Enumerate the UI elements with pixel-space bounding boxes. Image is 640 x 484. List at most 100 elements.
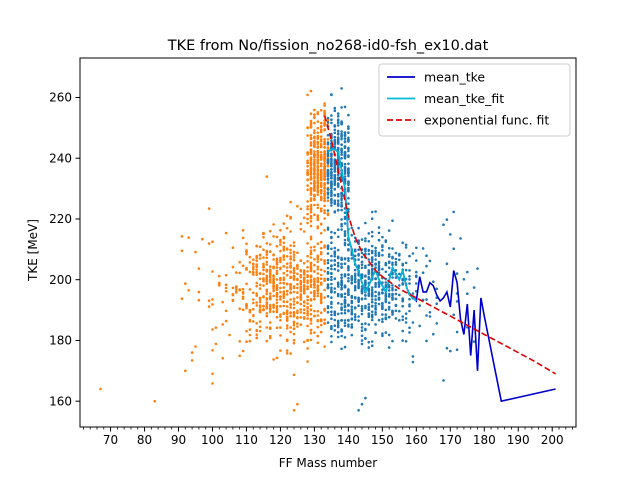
scatter-point	[197, 298, 201, 302]
scatter-point	[370, 316, 374, 319]
scatter-point	[377, 231, 381, 235]
scatter-point	[292, 409, 296, 412]
scatter-point	[367, 308, 371, 312]
scatter-point	[330, 317, 333, 321]
scatter-point	[418, 324, 422, 328]
scatter-point	[279, 334, 282, 337]
scatter-point	[252, 291, 255, 295]
scatter-point	[391, 263, 394, 266]
scatter-point	[292, 332, 296, 336]
scatter-point	[316, 168, 320, 171]
scatter-point	[272, 223, 275, 226]
scatter-point	[326, 160, 330, 164]
scatter-point	[252, 298, 255, 301]
scatter-point	[309, 285, 313, 289]
scatter-point	[279, 276, 282, 280]
scatter-point	[377, 239, 381, 242]
scatter-point	[309, 203, 313, 207]
scatter-point	[245, 252, 248, 256]
scatter-point	[319, 121, 323, 125]
scatter-point	[306, 279, 309, 283]
scatter-point	[319, 252, 323, 256]
scatter-point	[289, 303, 292, 307]
scatter-point	[279, 319, 282, 322]
scatter-point	[285, 311, 289, 314]
scatter-point	[258, 300, 262, 304]
scatter-point	[258, 272, 262, 275]
scatter-point	[347, 186, 350, 190]
scatter-point	[326, 152, 330, 155]
scatter-point	[296, 291, 299, 294]
scatter-point	[306, 126, 309, 129]
scatter-point	[357, 258, 360, 261]
scatter-point	[323, 318, 326, 322]
scatter-point	[319, 251, 323, 254]
scatter-point	[316, 265, 320, 269]
scatter-point	[394, 292, 398, 296]
scatter-point	[425, 314, 428, 317]
scatter-point	[207, 207, 211, 210]
scatter-point	[384, 263, 388, 267]
scatter-point	[316, 278, 320, 282]
scatter-point	[381, 334, 384, 338]
scatter-point	[408, 254, 411, 258]
scatter-point	[330, 162, 333, 166]
scatter-point	[377, 264, 381, 267]
scatter-point	[299, 302, 303, 306]
scatter-point	[319, 232, 323, 235]
scatter-point	[381, 235, 384, 239]
scatter-point	[381, 304, 384, 308]
scatter-point	[309, 322, 313, 325]
scatter-point	[292, 271, 296, 275]
scatter-point	[313, 145, 316, 148]
scatter-point	[353, 268, 357, 272]
scatter-point	[323, 173, 326, 176]
scatter-point	[384, 308, 388, 312]
scatter-point	[309, 274, 313, 278]
scatter-point	[370, 344, 374, 348]
scatter-point	[350, 257, 354, 260]
series-lines	[323, 115, 557, 403]
scatter-point	[309, 134, 313, 137]
scatter-point	[391, 286, 394, 290]
scatter-point	[353, 286, 357, 290]
scatter-point	[309, 269, 313, 273]
scatter-point	[326, 209, 330, 212]
scatter-point	[333, 254, 337, 258]
scatter-point	[374, 308, 377, 311]
scatter-point	[285, 214, 289, 218]
scatter-point	[306, 173, 309, 176]
scatter-point	[279, 243, 282, 246]
scatter-point	[340, 256, 343, 260]
scatter-point	[387, 253, 391, 256]
scatter-point	[347, 140, 350, 143]
scatter-point	[245, 304, 248, 308]
scatter-point	[384, 331, 388, 334]
scatter-point	[404, 261, 408, 265]
scatter-point	[357, 280, 360, 283]
scatter-point	[211, 372, 214, 376]
scatter-point	[255, 294, 258, 297]
scatter-point	[343, 211, 347, 215]
scatter-point	[313, 108, 316, 112]
scatter-point	[340, 137, 343, 141]
scatter-point	[313, 136, 316, 139]
scatter-point	[394, 309, 398, 313]
scatter-point	[285, 254, 289, 258]
scatter-point	[432, 332, 435, 336]
scatter-point	[309, 125, 313, 129]
scatter-point	[309, 214, 313, 218]
scatter-point	[343, 167, 347, 171]
scatter-point	[309, 136, 313, 140]
scatter-point	[285, 339, 289, 343]
scatter-point	[333, 174, 337, 178]
scatter-point	[340, 279, 343, 282]
scatter-point	[387, 294, 391, 298]
x-tick-label: 80	[137, 433, 152, 447]
scatter-point	[418, 304, 422, 307]
scatter-point	[391, 255, 394, 259]
scatter-point	[323, 296, 326, 299]
scatter-point	[336, 193, 340, 196]
scatter-point	[377, 302, 381, 306]
scatter-point	[309, 177, 313, 181]
